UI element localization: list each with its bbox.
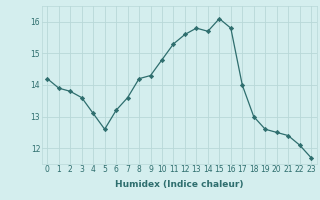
- X-axis label: Humidex (Indice chaleur): Humidex (Indice chaleur): [115, 180, 244, 189]
